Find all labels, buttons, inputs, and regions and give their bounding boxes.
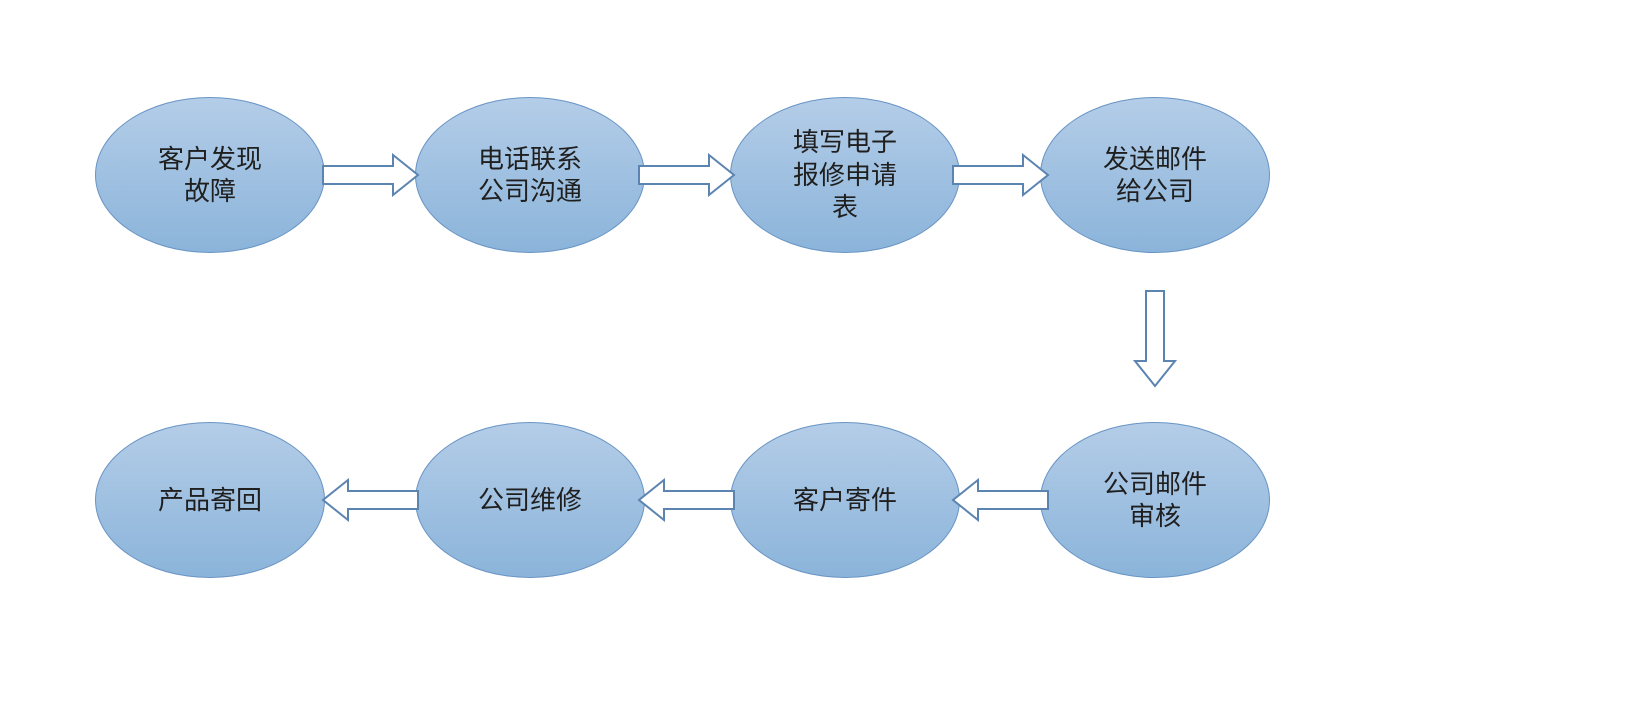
flow-arrow-a2 [637,153,736,197]
flow-node-n1: 客户发现 故障 [95,97,325,253]
flow-arrow-a4 [1133,289,1177,388]
flowchart-canvas: 客户发现 故障电话联系 公司沟通填写电子 报修申请 表发送邮件 给公司公司邮件 … [0,0,1640,704]
flow-node-n7: 公司维修 [415,422,645,578]
flow-arrow-a3 [951,153,1050,197]
flow-arrow-a7 [321,478,420,522]
flow-node-n6: 客户寄件 [730,422,960,578]
flow-node-n8: 产品寄回 [95,422,325,578]
flow-node-n3: 填写电子 报修申请 表 [730,97,960,253]
flow-node-n5: 公司邮件 审核 [1040,422,1270,578]
flow-arrow-a6 [637,478,736,522]
flow-arrow-a1 [321,153,420,197]
flow-node-n4: 发送邮件 给公司 [1040,97,1270,253]
flow-node-n2: 电话联系 公司沟通 [415,97,645,253]
flow-arrow-a5 [951,478,1050,522]
